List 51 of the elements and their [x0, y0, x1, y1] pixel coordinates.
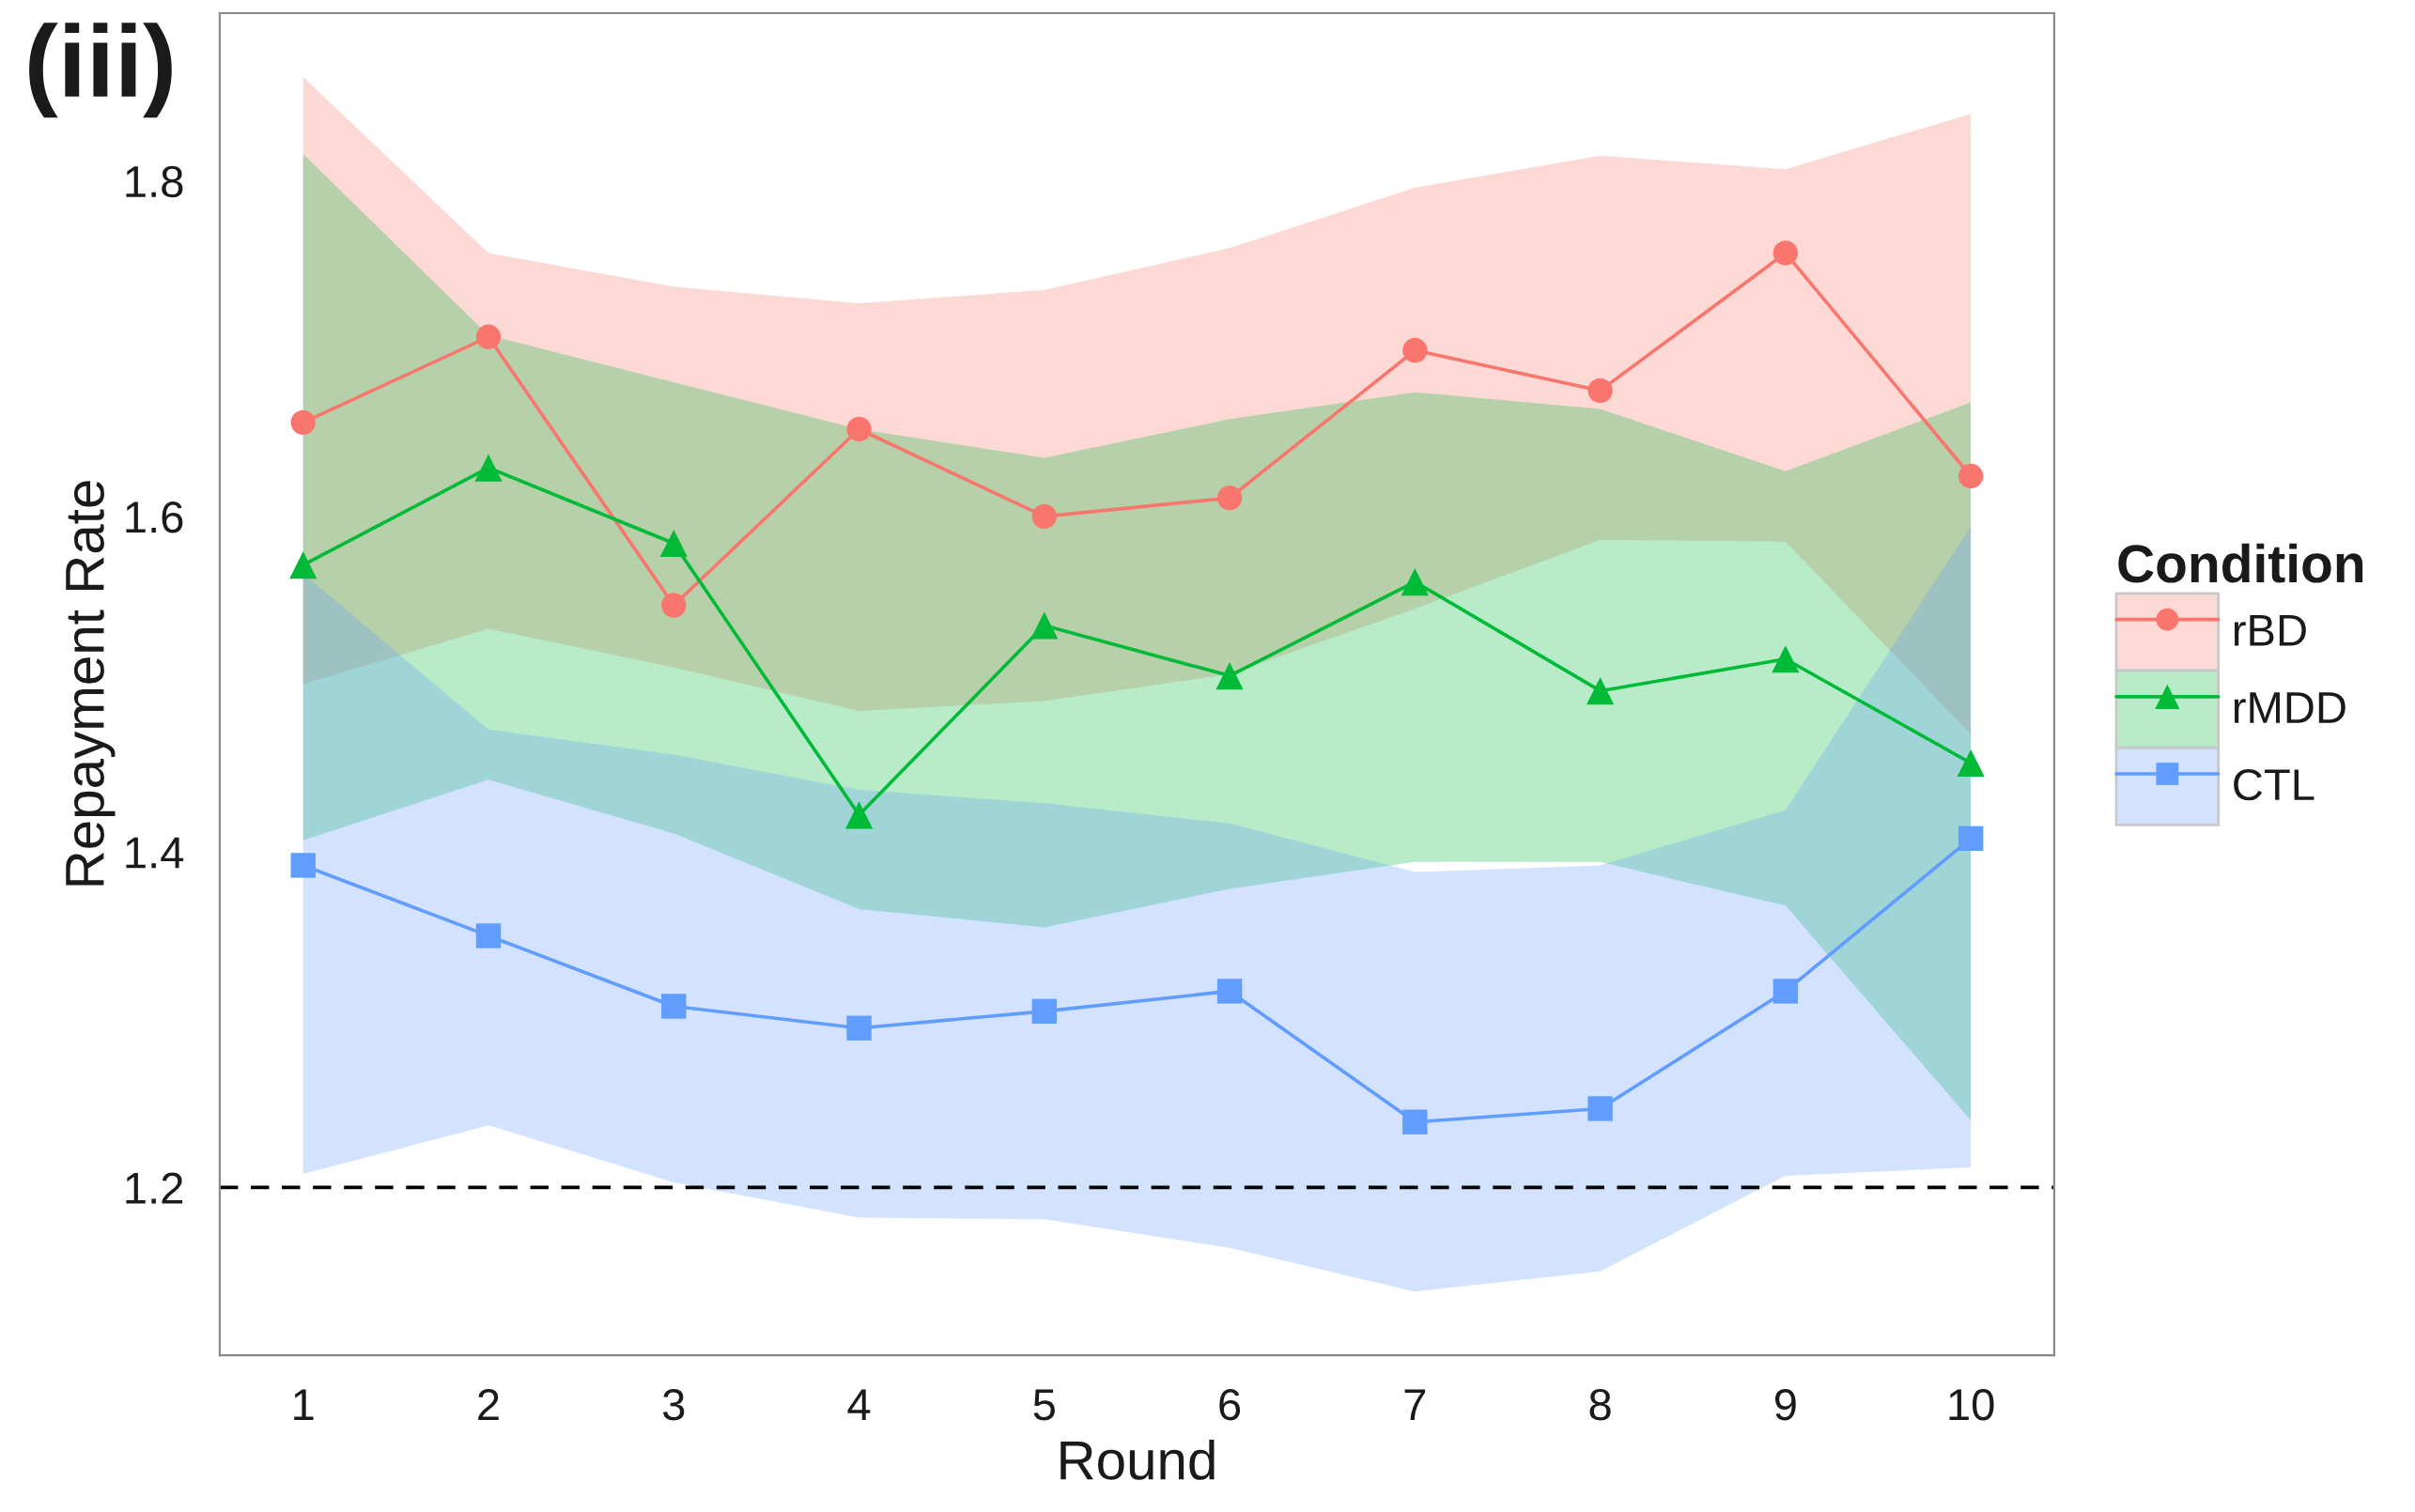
point	[1773, 240, 1799, 266]
x-tick-label: 10	[1949, 1389, 1994, 1421]
point	[1587, 1096, 1613, 1121]
point	[290, 853, 316, 878]
legend-label: rMDD	[2234, 692, 2345, 723]
point	[290, 409, 316, 436]
point	[1958, 463, 1984, 489]
point	[1031, 503, 1057, 530]
x-tick-label: 4	[847, 1389, 871, 1420]
point	[475, 923, 502, 949]
text: (iii)	[29, 23, 172, 118]
y-tick-label: 1.2	[126, 1172, 183, 1204]
legend-label: rBD	[2234, 615, 2306, 646]
x-tick-label: 1	[294, 1389, 314, 1420]
point	[1958, 825, 1984, 852]
point	[846, 1015, 872, 1041]
point	[1773, 979, 1799, 1004]
point	[844, 801, 874, 829]
point	[475, 324, 502, 349]
legend-title: Condition	[2118, 543, 2363, 583]
point	[1216, 486, 1243, 511]
point	[1031, 998, 1057, 1025]
point	[1772, 645, 1800, 673]
point	[1587, 378, 1613, 404]
point	[1215, 662, 1244, 690]
point	[1030, 611, 1059, 640]
point	[1402, 1109, 1428, 1134]
point	[661, 593, 687, 618]
y-axis-title: Repayment Rate	[66, 481, 116, 886]
y-tick-label: 1.6	[126, 501, 183, 533]
x-tick-label: 6	[1219, 1389, 1241, 1421]
x-tick-label: 8	[1589, 1389, 1611, 1421]
x-axis-title: Round	[1060, 1439, 1215, 1480]
legend-label: CTL	[2234, 768, 2314, 801]
point	[1587, 677, 1615, 705]
point	[1957, 748, 1985, 778]
x-tick-label: 9	[1774, 1389, 1796, 1421]
y-tick-label: 1.8	[126, 165, 183, 198]
point	[661, 994, 687, 1019]
point	[659, 529, 688, 558]
point	[474, 454, 503, 482]
x-tick-label: 3	[662, 1389, 685, 1421]
x-tick-label: 2	[478, 1389, 499, 1420]
x-tick-label: 7	[1404, 1389, 1426, 1420]
y-tick-label: 1.4	[126, 837, 184, 869]
x-tick-label: 5	[1033, 1389, 1055, 1421]
point	[1401, 567, 1429, 596]
point	[289, 551, 317, 579]
point	[846, 416, 872, 442]
point	[1216, 979, 1243, 1004]
point	[1402, 337, 1428, 363]
